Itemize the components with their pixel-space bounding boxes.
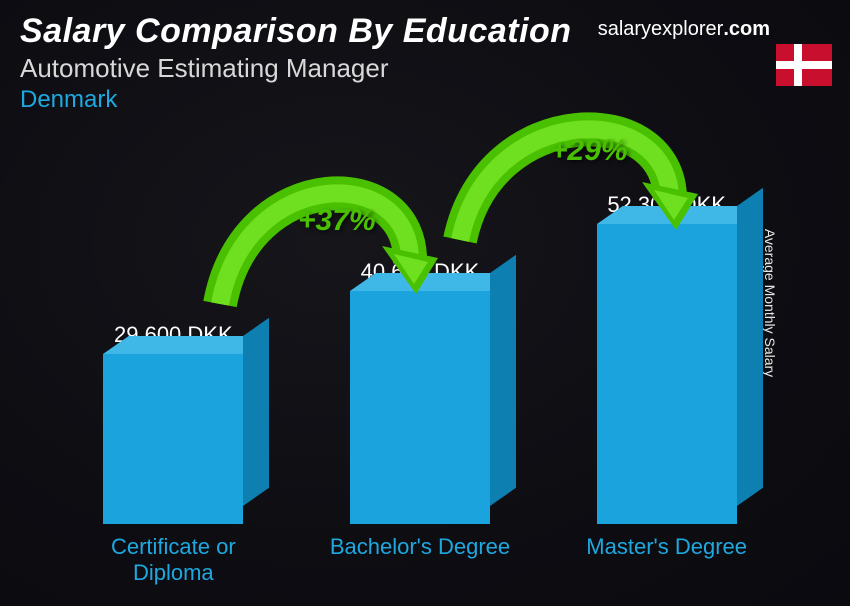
site-suffix: .com [723, 18, 770, 40]
x-labels: Certificate or Diploma Bachelor's Degree M… [50, 528, 790, 584]
bar-3d [350, 291, 490, 524]
bar-0: 29,600 DKK [73, 322, 273, 524]
x-label: Master's Degree [567, 528, 767, 584]
site-name: salaryexplorer [598, 18, 724, 40]
page-subtitle: Automotive Estimating Manager [20, 53, 830, 84]
bar-3d [597, 224, 737, 524]
x-label: Bachelor's Degree [320, 528, 520, 584]
salary-bar-chart: 29,600 DKK40,600 DKK52,300 DKK Certifica… [50, 124, 790, 584]
country-label: Denmark [20, 86, 830, 114]
bar-3d [103, 354, 243, 524]
site-credit: salaryexplorer.com [598, 18, 770, 41]
bars-container: 29,600 DKK40,600 DKK52,300 DKK [50, 124, 790, 524]
bar-2: 52,300 DKK [567, 192, 767, 524]
denmark-flag-icon [776, 44, 832, 86]
bar-1: 40,600 DKK [320, 259, 520, 524]
x-label: Certificate or Diploma [73, 528, 273, 584]
